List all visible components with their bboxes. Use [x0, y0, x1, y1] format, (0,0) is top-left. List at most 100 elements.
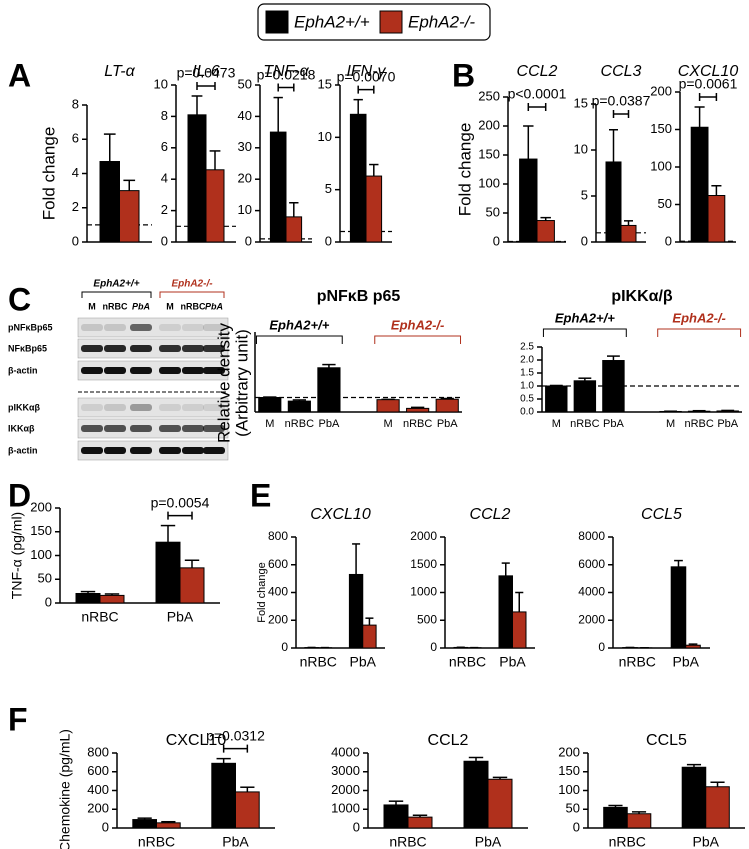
y-tick-label: 6000 [578, 557, 605, 571]
blot-band [104, 367, 126, 374]
blot-band [130, 404, 152, 411]
group-label: EphA2+/+ [269, 317, 329, 332]
y-tick-label: 150 [650, 121, 672, 136]
blot-group-bracket [159, 291, 225, 298]
blot-band [130, 447, 152, 454]
y-tick-label: 200 [87, 801, 109, 816]
bar [285, 216, 303, 243]
y-tick-label: 30 [238, 139, 252, 154]
x-tick-label: nRBC [449, 654, 486, 670]
y-tick-label: 200 [30, 499, 52, 514]
y-tick-label: 2 [161, 202, 168, 217]
y-axis-label: Relative density [214, 323, 233, 444]
y-tick-label: 1.0 [520, 381, 534, 392]
bar [407, 816, 433, 829]
blot-band [182, 404, 204, 411]
blot-group-label: EphA2-/- [171, 279, 213, 290]
chart-title: LT-α [104, 63, 135, 80]
bar [211, 762, 237, 829]
bar [75, 593, 101, 604]
blot-band [81, 345, 103, 352]
panel-label: B [452, 57, 475, 93]
blot-band [130, 345, 152, 352]
legend-label: EphA2-/- [408, 12, 475, 31]
y-tick-label: 50 [566, 801, 580, 816]
y-tick-label: 10 [574, 141, 588, 156]
y-axis-label: (Arbitrary unit) [232, 329, 251, 437]
group-bracket [374, 335, 462, 344]
x-tick-label: nRBC [138, 834, 175, 849]
x-tick-label: nRBC [609, 834, 646, 849]
bar [155, 541, 181, 604]
bar [605, 161, 622, 243]
legend-swatch [265, 10, 289, 34]
x-tick-label: PbA [693, 834, 720, 849]
y-tick-label: 200 [268, 612, 288, 626]
legend-box [257, 3, 491, 41]
y-tick-label: 0 [573, 819, 580, 834]
y-tick-label: 0 [325, 233, 332, 248]
y-tick-label: 100 [30, 547, 52, 562]
y-tick-label: 8 [72, 96, 79, 111]
blot-band [203, 367, 225, 374]
bar [687, 410, 711, 413]
group-bracket [657, 328, 742, 337]
y-tick-label: 10 [318, 129, 332, 144]
chart-title: CCL2 [428, 732, 469, 749]
bar [512, 611, 527, 649]
bar [287, 400, 311, 413]
significance-bracket [357, 85, 375, 94]
y-tick-label: 250 [478, 88, 500, 103]
x-tick-label: PbA [499, 654, 526, 670]
bar [545, 385, 568, 413]
blot-strip [77, 397, 229, 418]
y-tick-label: 1500 [410, 557, 437, 571]
chart-title: pNFκB p65 [317, 288, 401, 305]
y-tick-label: 0 [665, 233, 672, 248]
y-tick-label: 0.5 [520, 394, 534, 405]
bar [362, 624, 377, 649]
y-tick-label: 2.0 [520, 355, 534, 366]
blot-lane-label: PbA [205, 301, 223, 311]
blot-band [159, 324, 181, 331]
bar [132, 819, 158, 829]
p-value: p=0.0061 [679, 76, 738, 92]
y-tick-label: 100 [558, 782, 580, 797]
x-tick-label: PbA [603, 418, 624, 430]
blot-band [159, 404, 181, 411]
group-bracket [255, 335, 343, 344]
p-value: p=0.0218 [257, 66, 316, 82]
chart-title: pIKKα/β [611, 288, 673, 305]
bar [235, 791, 260, 829]
blot-band [182, 425, 204, 432]
legend-swatch [379, 10, 403, 34]
blot-band [81, 425, 103, 432]
y-tick-label: 5 [581, 187, 588, 202]
x-tick-label: nRBC [285, 418, 314, 430]
blot-band [81, 324, 103, 331]
blot-strip [77, 440, 229, 461]
blot-lane-label: M [166, 301, 174, 311]
y-tick-label: 2.5 [520, 342, 534, 353]
x-tick-label: nRBC [81, 609, 118, 625]
bar [685, 644, 701, 649]
bar [348, 573, 364, 649]
bar [453, 646, 468, 649]
y-tick-label: 0 [493, 233, 500, 248]
blot-band [203, 404, 225, 411]
blot-band [203, 447, 225, 454]
group-label: EphA2-/- [672, 310, 725, 325]
x-tick-label: PbA [319, 418, 340, 430]
blot-lane-label: PbA [132, 301, 150, 311]
y-tick-label: 150 [478, 146, 500, 161]
x-tick-label: nRBC [403, 418, 432, 430]
blot-band [104, 425, 126, 432]
y-tick-label: 40 [238, 108, 252, 123]
chart-title: TNF-α [263, 63, 309, 80]
x-tick-label: PbA [167, 609, 194, 625]
blot-band [81, 404, 103, 411]
group-label: EphA2-/- [391, 317, 444, 332]
bar [365, 175, 383, 243]
bar [383, 804, 409, 829]
